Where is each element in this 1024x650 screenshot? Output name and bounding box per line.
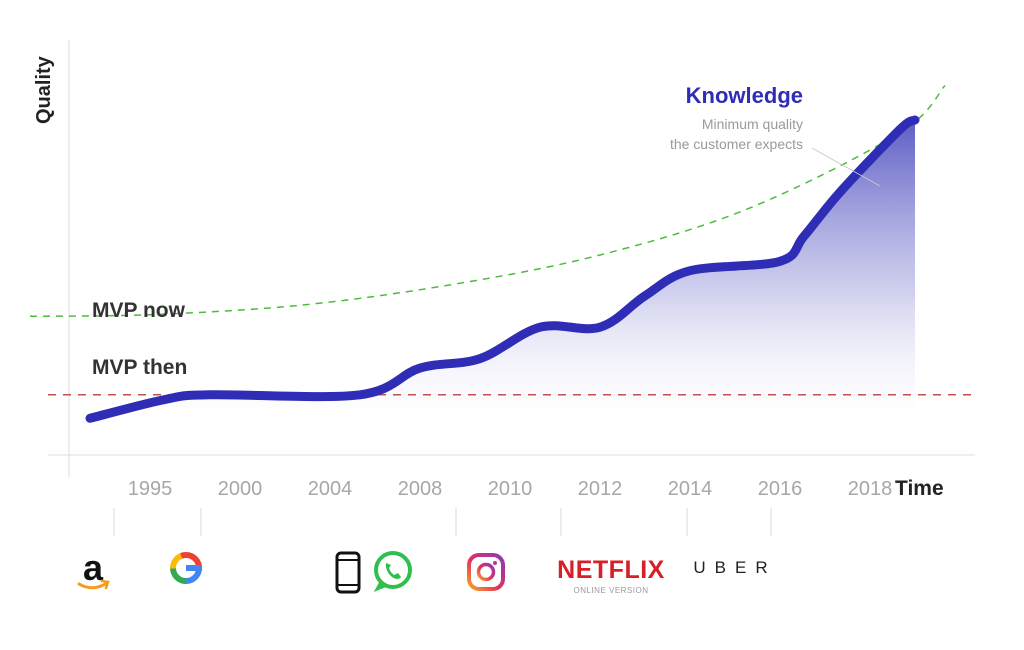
x-tick-labels: 1995 2000 2004 2008 2010 2012 2014 2016 2018: [128, 478, 893, 500]
knowledge-label: Knowledge: [686, 83, 803, 108]
instagram-logo: [467, 553, 505, 591]
amazon-arrow-icon: [100, 579, 110, 590]
phone-icon: [335, 551, 361, 594]
netflix-subtitle: ONLINE VERSION: [573, 586, 648, 595]
expectation-note-line1: Minimum quality: [702, 116, 803, 132]
uber-wordmark: UBER: [693, 558, 776, 577]
amazon-logo-letter: a: [83, 547, 104, 588]
whatsapp-handset: [385, 563, 401, 579]
knowledge-line: [85, 115, 920, 423]
mvp-then-label: MVP then: [92, 356, 187, 379]
netflix-wordmark: NETFLIX: [557, 556, 665, 584]
instagram-dot: [493, 561, 497, 565]
mvp-now-label: MVP now: [92, 299, 186, 322]
x-tick-label-2010: 2010: [488, 478, 533, 500]
annotation-pointer: [811, 147, 881, 187]
google-logo: [170, 552, 202, 584]
knowledge-area-fill: [90, 120, 915, 435]
whatsapp-tail: [373, 580, 387, 592]
customer-expectation-line: [29, 84, 946, 318]
uber-logo: UBER: [693, 558, 776, 577]
instagram-frame: [467, 553, 505, 591]
milestone-markers: [113, 508, 772, 536]
x-tick-label-2004: 2004: [308, 478, 353, 500]
x-tick-label-2016: 2016: [758, 478, 803, 500]
netflix-logo: NETFLIX ONLINE VERSION: [557, 556, 665, 595]
phone-body: [335, 551, 361, 594]
x-tick-label-2014: 2014: [668, 478, 713, 500]
expectation-note-line2: the customer expects: [670, 136, 803, 152]
x-tick-label-1995: 1995: [128, 478, 173, 500]
y-axis-label: Quality: [33, 55, 55, 124]
whatsapp-icon: [373, 551, 412, 592]
instagram-lens: [476, 562, 496, 582]
whatsapp-bubble: [374, 551, 412, 589]
x-tick-label-2018: 2018: [848, 478, 893, 500]
x-tick-label-2012: 2012: [578, 478, 623, 500]
x-tick-label-2000: 2000: [218, 478, 263, 500]
x-axis-label: Time: [895, 477, 944, 500]
amazon-logo: a: [77, 547, 110, 590]
x-tick-label-2008: 2008: [398, 478, 443, 500]
google-bar: [186, 565, 202, 571]
google-ring-yellow: [170, 552, 202, 584]
amazon-smile-icon: [77, 581, 109, 590]
